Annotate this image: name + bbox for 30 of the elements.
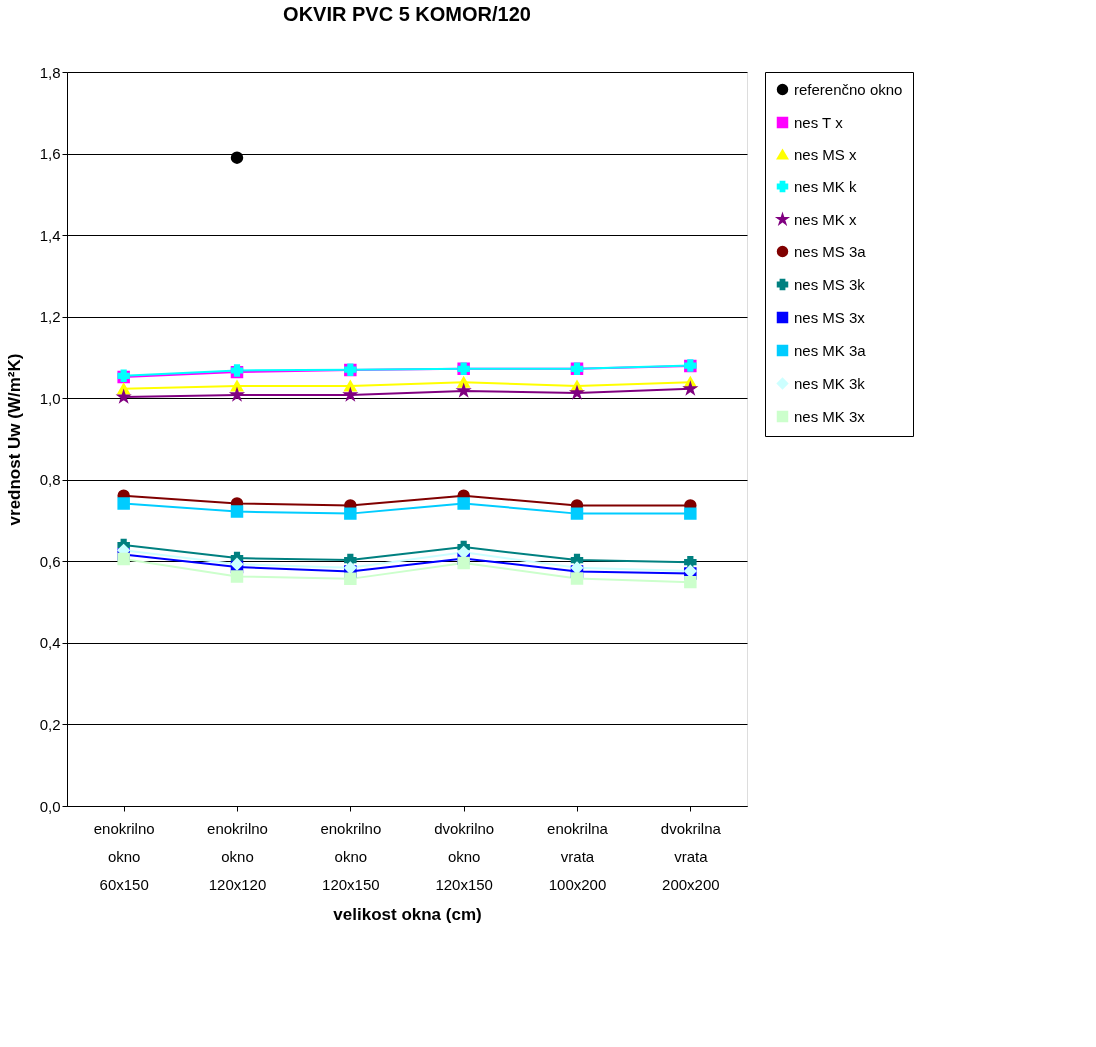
x-tick-label: dvokrilna vrata 200x200 [660, 819, 722, 893]
y-tick-label: 0,8 [39, 471, 61, 489]
legend-label: nes MK 3k [794, 374, 866, 392]
y-tick-label: 1,0 [39, 389, 61, 407]
y-tick-label: 1,8 [39, 63, 61, 81]
legend-label: nes MK x [794, 210, 858, 228]
y-tick-label: 1,2 [39, 308, 61, 326]
x-tick-label: enokrilno okno 120x150 [320, 819, 382, 893]
x-axis-title: velikost okna (cm) [333, 904, 482, 924]
chart-title: OKVIR PVC 5 KOMOR/120 [283, 3, 531, 25]
x-tick-label: enokrilno okno 60x150 [93, 819, 155, 893]
legend-label: nes MK 3a [794, 341, 867, 359]
y-tick-label: 0,0 [39, 797, 61, 815]
x-tick-label: enokrilno okno 120x120 [207, 819, 268, 893]
legend-label: nes MS 3a [794, 242, 867, 260]
y-tick-label: 1,6 [39, 145, 61, 163]
y-axis-title: vrednost Uw (W/m²K) [4, 353, 24, 526]
y-tick-label: 0,4 [39, 634, 61, 652]
y-tick-label: 0,6 [39, 552, 61, 570]
legend-label: nes T x [794, 113, 844, 131]
legend-label: nes MS 3x [794, 308, 866, 326]
y-tick-label: 1,4 [39, 226, 61, 244]
legend-label: nes MS x [794, 145, 858, 163]
legend-label: referenčno okno [794, 80, 903, 98]
legend-label: nes MK 3x [794, 407, 866, 425]
x-tick-label: dvokrilno okno 120x150 [434, 819, 495, 893]
x-tick-label: enokrilna vrata 100x200 [547, 819, 609, 893]
y-tick-label: 0,2 [39, 715, 61, 733]
legend-label: nes MK k [794, 177, 858, 195]
legend-label: nes MS 3k [794, 275, 866, 293]
